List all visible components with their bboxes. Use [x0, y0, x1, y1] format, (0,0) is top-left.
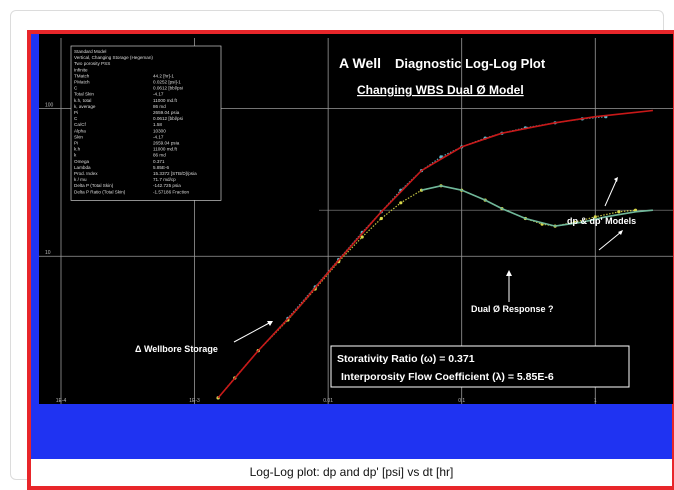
parameter-name: Skin	[74, 134, 83, 139]
parameter-name: k.h, total	[74, 98, 91, 103]
log-log-chart: 1E-4 1E-3 0.01 0.1 1 100 10 Standard ModelVerti…	[39, 38, 673, 404]
data-point	[617, 210, 621, 214]
interporosity-coefficient: Interporosity Flow Coefficient (λ) = 5.8…	[341, 371, 554, 383]
x-tick-label: 0.1	[458, 398, 465, 404]
result-box	[330, 345, 630, 388]
parameter-value: 2659.04 psia	[153, 141, 180, 146]
parameter-name: Ca/Cf	[74, 122, 86, 127]
parameter-value: 86 md	[153, 153, 166, 158]
parameter-value: 2659.04 psia	[153, 110, 180, 115]
parameter-name: k, average	[74, 104, 96, 109]
parameter-box-header: Infinite	[74, 67, 88, 72]
parameter-name: C	[74, 116, 78, 121]
parameter-name: k	[74, 153, 77, 158]
parameter-name: k / mu	[74, 177, 87, 182]
parameter-name: Omega	[74, 159, 90, 164]
arrow-head	[267, 321, 273, 326]
parameter-value: 71.7 md/cp	[153, 177, 176, 182]
x-tick-label: 0.01	[323, 398, 333, 404]
annotation-wellbore-storage: Δ Wellbore Storage	[135, 344, 218, 354]
parameter-value: 11000 md.ft	[153, 98, 178, 103]
storativity-ratio: Storativity Ratio (ω) = 0.371	[337, 353, 475, 365]
plot-background: 1E-4 1E-3 0.01 0.1 1 100 10 Standard Model Verti…	[31, 34, 673, 459]
parameter-name: Pi	[74, 141, 78, 146]
chart-title: A Well	[339, 55, 381, 71]
arrow-head	[618, 230, 623, 235]
parameter-value: 0.0252 [psi]-1	[153, 80, 181, 85]
parameter-value: 11000 md.ft	[153, 147, 178, 152]
parameter-name: Prod. Index	[74, 171, 98, 176]
series-line	[217, 109, 653, 399]
parameter-box	[70, 45, 222, 201]
parameter-box-header: Standard Model	[74, 49, 106, 54]
annotation-models: dp & dp' Models	[567, 216, 636, 226]
parameter-value: 15.3372 [STB/D]/psia	[153, 171, 197, 176]
parameter-value: 0.0612 [bbl/psi	[153, 86, 183, 91]
chart-subtitle: Diagnostic Log-Log Plot	[395, 56, 546, 71]
annotation-dual: Dual Ø Response ?	[471, 304, 554, 314]
data-point	[379, 216, 383, 221]
parameter-name: Pi	[74, 110, 78, 115]
parameter-name: Delta P Ratio (Total Skin)	[74, 189, 126, 194]
parameter-name: Alpha	[74, 128, 86, 133]
parameter-value: -142.725 psia	[153, 183, 181, 188]
data-point	[439, 155, 443, 159]
arrow-wbs	[233, 321, 272, 343]
series-dp-model	[421, 184, 653, 227]
parameter-value: -4.17	[153, 92, 164, 97]
x-tick-label: 1E-3	[189, 398, 200, 404]
arrow-models-2	[598, 231, 622, 251]
model-title: Changing WBS Dual Ø Model	[357, 83, 524, 97]
parameter-box-header: Two porosity PSS	[74, 61, 110, 66]
plot-area: 1E-4 1E-3 0.01 0.1 1 100 10 Standard Model Verti…	[39, 34, 673, 404]
parameter-name: C	[74, 86, 78, 91]
parameter-name: Lambda	[74, 165, 91, 170]
data-point	[399, 201, 403, 205]
parameter-value: 5.85E-6	[153, 165, 170, 170]
y-tick-label: 10	[45, 250, 51, 256]
y-tick-label: 100	[45, 102, 54, 108]
parameter-value: 1.58	[153, 122, 162, 127]
parameter-value: 0.0612 [bbl/psi	[153, 116, 183, 121]
parameter-name: PMatch	[74, 80, 90, 85]
parameter-name: Delta P (Total Skin)	[74, 183, 114, 188]
figure-frame: 1E-4 1E-3 0.01 0.1 1 100 10 Standard Model Verti…	[27, 30, 674, 490]
parameter-box-header: Vertical, Changing Storage (Hegeman)	[74, 55, 153, 60]
parameter-name: k.h	[74, 147, 81, 152]
parameter-value: 44.2 [hr]-1	[153, 73, 174, 78]
x-tick-label: 1E-4	[56, 398, 67, 404]
parameter-value: -1.57186 Fraction	[153, 189, 189, 194]
figure-caption: Log-Log plot: dp and dp' [psi] vs dt [hr…	[31, 459, 672, 486]
arrow-models	[604, 178, 618, 207]
data-point	[593, 215, 597, 219]
data-point	[360, 235, 364, 239]
parameter-name: Total Skin	[74, 92, 94, 97]
parameter-name: TMatch	[74, 73, 90, 78]
parameter-value: 0.371	[153, 159, 165, 164]
series-dp-model	[217, 109, 653, 399]
parameter-value: 86 md	[153, 104, 166, 109]
parameter-value: 10300	[153, 128, 166, 133]
arrow-head	[614, 177, 618, 182]
parameter-value: -4.17	[153, 134, 164, 139]
series-line	[421, 184, 653, 227]
arrow-head	[506, 270, 512, 276]
x-tick-label: 1	[594, 398, 597, 404]
